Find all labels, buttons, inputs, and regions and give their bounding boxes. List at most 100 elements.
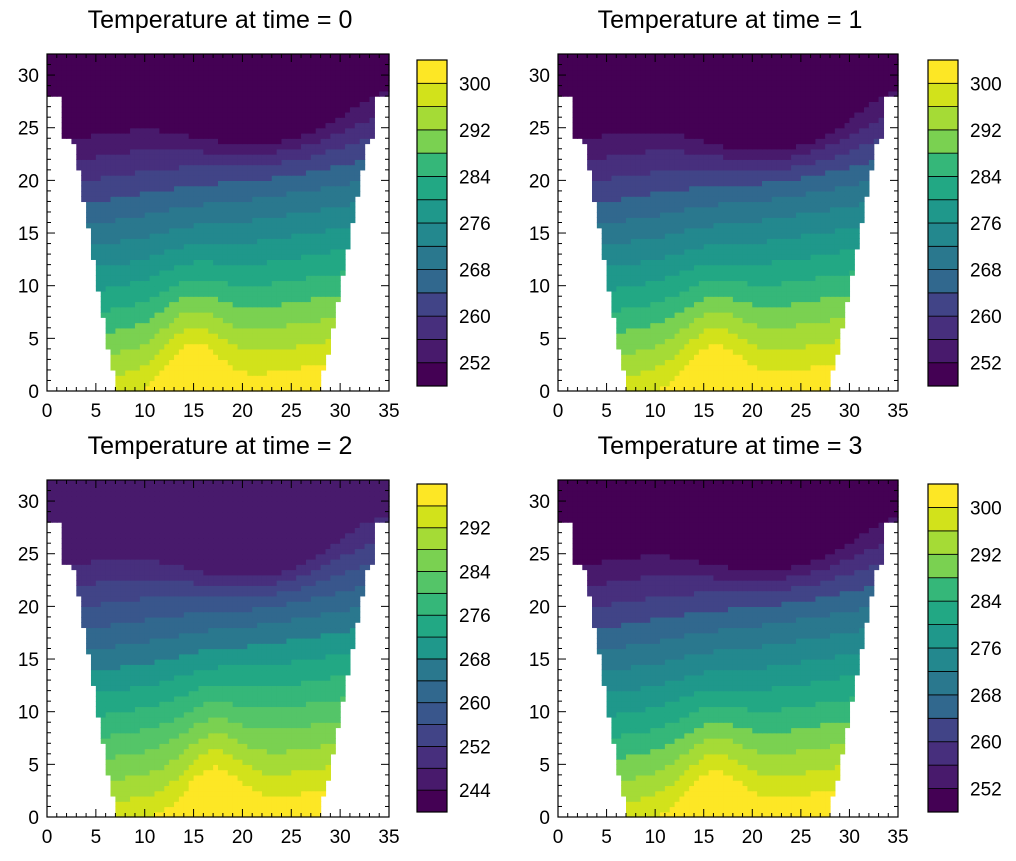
contour-cell (252, 312, 258, 318)
contour-cell (689, 322, 695, 329)
contour-cell (247, 211, 253, 218)
contour-cell (90, 175, 97, 181)
contour-cell (640, 280, 647, 287)
contour-cell (193, 348, 200, 355)
contour-cell (125, 306, 131, 313)
contour-cell (325, 54, 331, 60)
contour-cell (257, 369, 263, 376)
contour-cell (301, 243, 307, 250)
contour-cell (203, 375, 209, 382)
contour-cell (183, 322, 190, 329)
contour-cell (791, 317, 797, 324)
contour-cell (130, 296, 136, 303)
contour-cell (728, 275, 734, 282)
contour-cell (149, 196, 156, 203)
contour-cell (330, 154, 336, 160)
contour-cell (839, 280, 846, 287)
contour-cell (100, 75, 107, 81)
contour-cell (776, 369, 783, 376)
contour-cell (222, 227, 229, 234)
contour-cell (621, 248, 627, 255)
contour-cell (703, 269, 710, 276)
contour-cell (616, 343, 622, 350)
contour-cell (315, 127, 322, 134)
contour-cell (208, 243, 214, 250)
contour-cell (174, 338, 180, 345)
contour-cell (305, 96, 312, 102)
contour-cell (650, 248, 656, 255)
contour-cell (144, 243, 151, 250)
contour-cell (708, 306, 715, 313)
contour-cell (359, 64, 366, 71)
contour-cell (232, 275, 239, 282)
contour-cell (747, 254, 753, 260)
contour-cell (188, 106, 195, 113)
contour-cell (130, 143, 136, 150)
contour-cell (198, 217, 204, 224)
contour-cell (139, 69, 146, 76)
contour-cell (125, 369, 131, 376)
contour-cell (354, 143, 361, 150)
contour-cell (115, 322, 121, 329)
contour-cell (237, 364, 244, 371)
contour-cell (61, 111, 68, 118)
contour-cell (762, 354, 768, 361)
contour-cell (684, 375, 690, 382)
contour-cell (174, 101, 180, 108)
contour-cell (227, 180, 234, 187)
contour-cell (257, 296, 263, 303)
contour-cell (261, 59, 268, 66)
contour-cell (159, 306, 165, 313)
contour-cell (242, 369, 248, 376)
contour-cell (291, 190, 297, 197)
contour-cell (305, 248, 312, 255)
contour-cell (635, 306, 642, 313)
contour-cell (174, 85, 180, 92)
contour-cell (349, 101, 356, 108)
contour-cell (266, 169, 273, 176)
contour-cell (839, 322, 846, 329)
contour-cell (330, 238, 336, 245)
contour-cell (305, 59, 312, 66)
contour-cell (257, 348, 263, 355)
contour-cell (237, 211, 244, 218)
contour-cell (320, 259, 327, 266)
contour-cell (796, 322, 802, 329)
contour-cell (737, 385, 744, 392)
contour-cell (261, 201, 268, 208)
contour-cell (105, 254, 112, 260)
contour-cell (144, 317, 151, 324)
contour-cell (315, 333, 322, 339)
contour-cell (315, 306, 322, 313)
contour-cell (139, 211, 146, 218)
contour-cell (208, 375, 214, 382)
contour-cell (203, 385, 209, 392)
contour-cell (340, 90, 346, 97)
contour-cell (120, 206, 126, 213)
contour-cell (222, 359, 229, 366)
contour-cell (120, 343, 126, 350)
contour-cell (169, 159, 175, 166)
contour-cell (193, 117, 200, 124)
contour-cell (810, 343, 817, 350)
contour-cell (796, 385, 802, 392)
contour-cell (222, 259, 229, 266)
contour-cell (125, 385, 131, 392)
contour-cell (286, 222, 292, 229)
contour-cell (154, 169, 160, 176)
contour-cell (664, 375, 671, 382)
contour-cell (188, 111, 195, 118)
contour-cell (139, 254, 146, 260)
contour-cell (174, 117, 180, 124)
contour-cell (718, 385, 724, 392)
contour-cell (218, 154, 224, 160)
contour-cell (689, 343, 695, 350)
contour-cell (354, 159, 361, 166)
contour-cell (105, 280, 112, 287)
contour-cell (125, 80, 131, 87)
colorbar-segment (416, 292, 448, 317)
contour-cell (723, 301, 729, 308)
contour-cell (830, 333, 836, 339)
contour-cell (232, 90, 239, 97)
contour-cell (159, 201, 165, 208)
